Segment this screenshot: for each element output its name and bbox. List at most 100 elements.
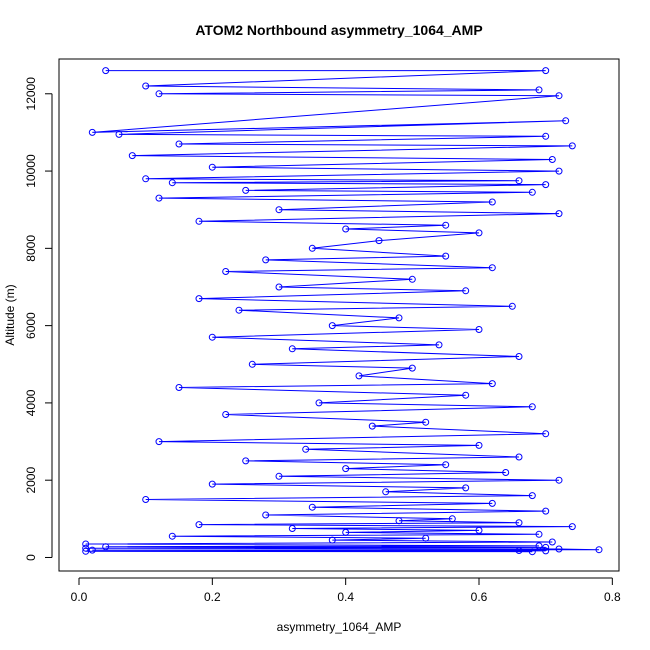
data-point [475,229,483,237]
data-point [368,422,376,430]
data-point [595,546,603,554]
data-point [555,476,563,484]
data-point [515,453,523,461]
data-point [462,391,470,399]
x-tick-label: 0.4 [337,590,354,604]
data-point [308,244,316,252]
data-point [515,547,523,554]
data-point [568,142,576,150]
data-point [488,198,496,206]
data-point [382,488,390,496]
data-point [342,465,350,473]
data-point [195,295,203,303]
data-point [542,67,550,75]
data-point [262,256,270,264]
x-tick-label: 0.6 [471,590,488,604]
data-point [422,418,430,426]
y-tick-label: 2000 [24,467,38,494]
data-point [82,544,90,552]
y-tick-label: 0 [24,554,38,561]
y-tick-label: 8000 [24,235,38,262]
data-point [342,528,350,536]
y-tick-label: 4000 [24,389,38,416]
data-point [395,314,403,322]
data-point [448,515,456,523]
y-axis: 0 2000 4000 6000 8000 10000 12000 [24,77,53,561]
data-point [555,92,563,100]
data-point [548,538,556,546]
data-point [315,399,323,407]
data-point [475,441,483,449]
data-point [155,194,163,202]
data-point [555,545,563,553]
data-point [242,186,250,194]
data-point [515,353,523,360]
y-axis-label: Altitude (m) [3,284,17,345]
data-point [502,469,510,476]
data-point [328,536,336,544]
data-point [262,511,270,519]
data-point [248,360,256,368]
data-point [442,221,450,229]
data-point [542,547,550,555]
data-point [475,526,483,534]
data-point [535,542,543,550]
data-point [548,156,556,163]
data-point [528,548,536,556]
x-tick-label: 0.2 [204,590,221,604]
data-point [208,163,216,171]
y-tick-label: 12000 [24,77,38,111]
data-point [302,445,310,453]
x-tick-label: 0.0 [71,590,88,604]
data-point [408,275,416,283]
data-point [235,306,243,314]
data-point [542,430,550,438]
data-point [488,499,496,507]
data-point [142,496,150,503]
series-line [85,70,600,553]
data-point [542,181,550,189]
data-point [102,543,110,551]
data-point [208,333,216,341]
data-point [562,117,570,125]
data-point [488,380,496,388]
data-point [88,128,96,136]
data-point [462,287,470,295]
data-point [82,547,90,555]
data-point [355,372,363,380]
data-point [528,492,536,500]
data-point [515,177,523,185]
data-point [142,175,150,183]
data-point [435,341,443,349]
data-point [462,484,470,492]
data-point [208,480,216,488]
data-point [555,210,563,218]
data-point [288,345,296,353]
data-point [308,503,316,511]
data-point [422,534,430,542]
data-point [288,525,296,532]
data-series [82,67,603,556]
plot-frame [58,58,620,572]
data-point [528,188,536,196]
data-point [88,546,96,554]
data-point [408,364,416,372]
data-point [115,130,123,138]
data-point [275,206,283,214]
data-point [475,326,483,333]
data-point [395,517,403,525]
data-point [175,140,183,148]
data-point [168,179,176,187]
data-point [82,540,90,548]
data-point [515,519,523,527]
data-point [102,67,110,75]
data-point [342,225,350,233]
data-point [375,237,383,245]
data-point [195,521,203,529]
data-point [275,283,283,291]
data-point [195,217,203,225]
y-tick-label: 6000 [24,312,38,339]
data-point [442,461,450,469]
data-point [508,302,516,310]
